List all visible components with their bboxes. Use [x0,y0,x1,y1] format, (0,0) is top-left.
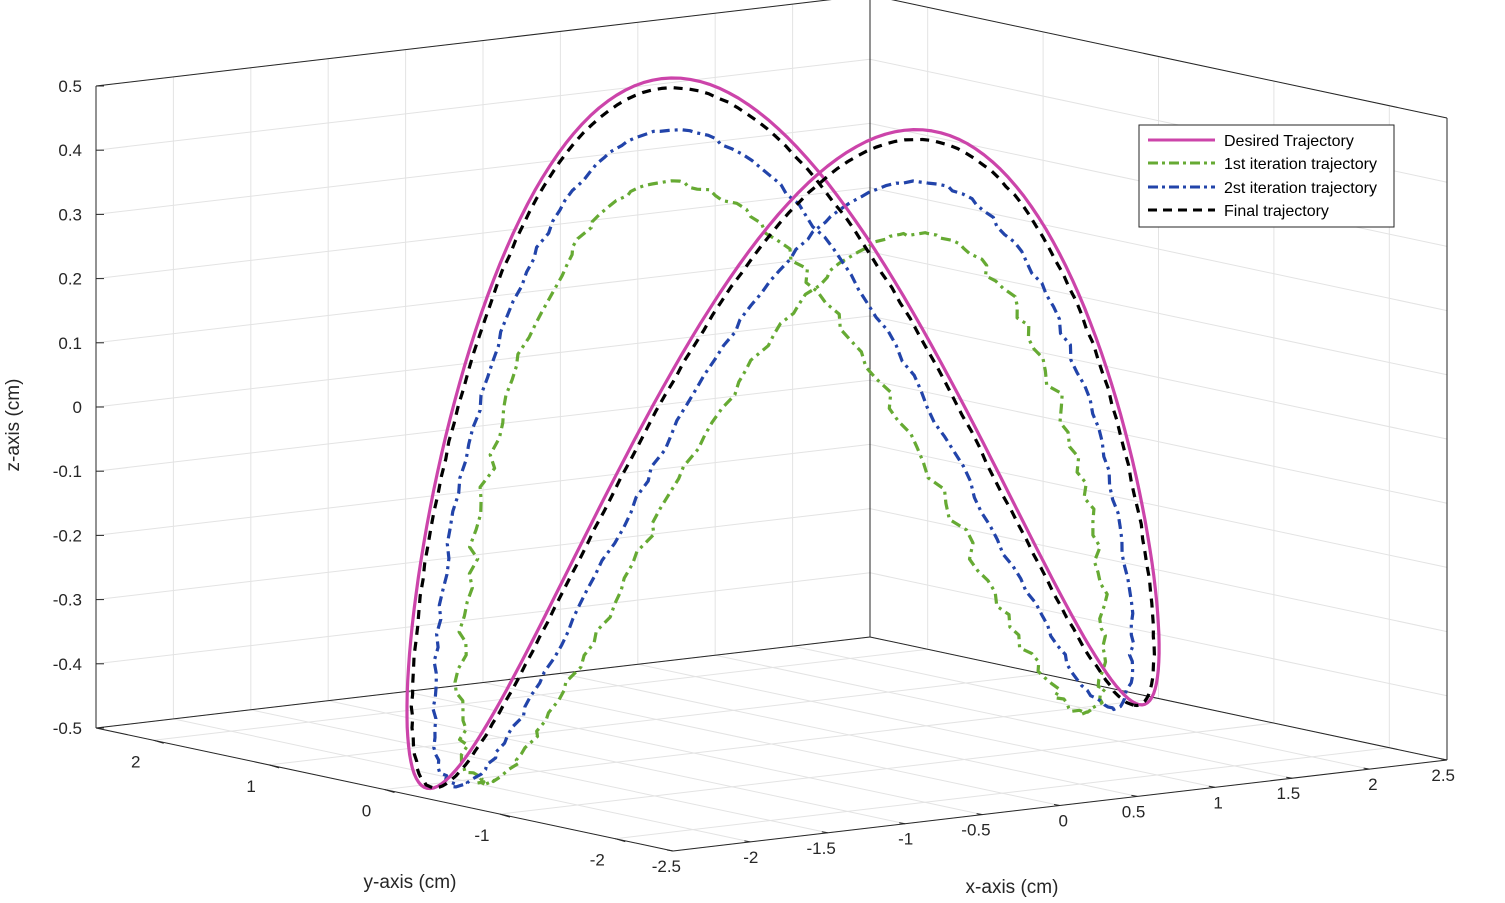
x-tick-label: 1 [1213,793,1222,812]
legend-label-desired: Desired Trajectory [1224,133,1354,150]
grid-back-z [95,443,871,536]
z-tick-label: 0 [73,398,82,417]
y-tick-mark [499,813,511,818]
grid-back-z [95,122,871,215]
grid-side-z [869,251,1448,376]
x-tick-mark [1363,767,1370,770]
x-tick-label: 0.5 [1122,802,1146,821]
tick-labels: -2.5 -2 -1.5 -1 -0.5 0 0.5 1 1.5 2 2.5 -2 -1 0 1 2 -0.5 -… [53,77,1455,876]
grid-back-z [95,58,871,151]
grid-floor-y [384,698,1159,790]
x-tick-label: -1.5 [807,839,836,858]
x-tick-mark [821,831,828,834]
grid-back-z [95,251,871,344]
y-tick-label: -1 [474,826,489,845]
grid-floor-y [269,673,1044,766]
x-tick-mark [1440,758,1448,761]
y-tick-mark [268,764,280,769]
legend: Desired Trajectory 1st iteration traject… [1138,124,1395,228]
axes-box [95,0,1448,852]
y-axis-label: y-axis (cm) [364,872,457,893]
grid-back-z [95,379,871,472]
z-tick-label: 0.1 [58,334,82,353]
x-tick-label: -2.5 [652,857,681,876]
y-tick-label: 2 [131,752,140,771]
x-tick-label: 1.5 [1277,784,1301,803]
z-tick-label: -0.3 [53,591,82,610]
grid-layer [95,0,1448,852]
grid-back-z [95,508,871,601]
z-tick-label: -0.4 [53,655,82,674]
y-tick-mark [153,739,164,744]
series-desired [405,76,1161,791]
x-tick-label: 2 [1368,775,1377,794]
y-tick-label: -2 [590,851,605,870]
x-tick-mark [1208,785,1215,788]
y-tick-label: 1 [246,777,255,796]
x-tick-mark [1286,776,1293,779]
x-tick-mark [976,813,983,816]
legend-label-second-iteration: 2st iteration trajectory [1224,180,1377,197]
grid-side-z [869,315,1448,440]
x-tick-label: -1 [898,830,913,849]
y-tick-mark [615,838,626,843]
grid-floor-y [615,747,1390,840]
series-second-iteration [431,128,1136,789]
z-tick-label: -0.1 [53,462,82,481]
x-tick-mark [666,849,674,852]
grid-side-z [869,443,1448,568]
grid-floor-y [499,722,1274,815]
x-tick-mark [899,822,906,825]
z-axis-label: z-axis (cm) [3,379,24,472]
grid-back-z [95,572,871,665]
grid-side-z [869,379,1448,504]
x-axis-label: x-axis (cm) [966,877,1059,898]
z-tick-label: 0.4 [58,141,82,160]
grid-back-z [95,315,871,408]
legend-label-final: Final trajectory [1224,203,1329,220]
grid-side-z [869,187,1448,312]
x-tick-label: 0 [1059,812,1068,831]
y-tick-mark [384,789,395,793]
z-tick-label: 0.2 [58,270,82,289]
grid-back-z [95,187,871,280]
x-tick-mark [1131,794,1138,797]
x-tick-label: -2 [743,848,758,867]
axis-box-edge [891,0,1448,119]
x-tick-mark [1053,804,1061,806]
series-first-iteration [453,179,1109,787]
legend-label-first-iteration: 1st iteration trajectory [1224,156,1377,173]
z-tick-label: -0.5 [53,719,82,738]
series-layer [405,76,1161,791]
x-tick-mark [744,840,751,843]
grid-floor-y [153,648,928,741]
x-tick-label: 2.5 [1431,766,1455,785]
axis-box-edge [869,636,1448,761]
y-tick-label: 0 [362,802,371,821]
z-tick-label: 0.5 [58,77,82,96]
z-tick-label: 0.3 [58,205,82,224]
axis-box-edge [95,636,871,729]
axis-box-edge [95,0,832,87]
z-tick-label: -0.2 [53,526,82,545]
x-tick-label: -0.5 [961,821,990,840]
